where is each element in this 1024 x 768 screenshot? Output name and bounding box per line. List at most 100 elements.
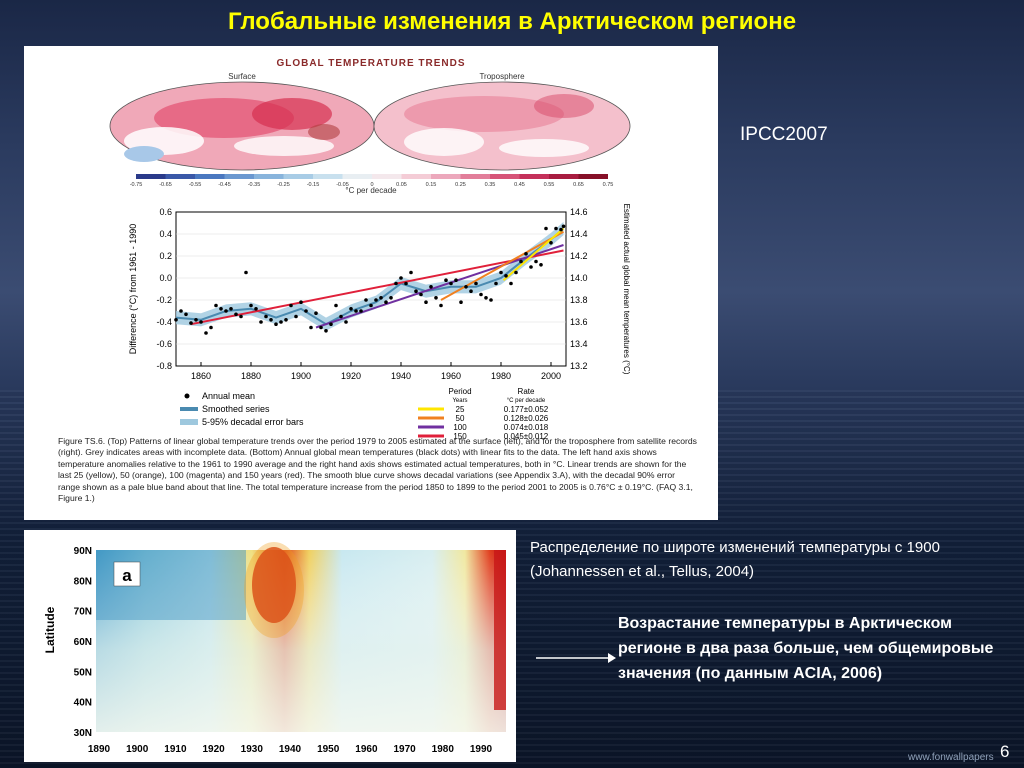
colorbar-swatch bbox=[401, 174, 431, 179]
annual-mean-point bbox=[184, 312, 188, 317]
annual-mean-point bbox=[454, 278, 458, 282]
colorbar-tick-label: -0.75 bbox=[130, 182, 143, 188]
trend-legend-rate: 0.128±0.026 bbox=[504, 414, 549, 423]
annual-mean-point bbox=[189, 321, 193, 325]
latitude-x-tick-label: 1980 bbox=[432, 744, 455, 755]
annual-mean-point bbox=[349, 307, 353, 311]
slide-title: Глобальные изменения в Арктическом регио… bbox=[227, 8, 797, 35]
annual-mean-point bbox=[414, 289, 418, 293]
x-tick-label: 1940 bbox=[391, 371, 411, 381]
annual-mean-point bbox=[224, 309, 228, 313]
colorbar-tick-label: -0.55 bbox=[189, 182, 202, 188]
annual-mean-point bbox=[469, 289, 473, 293]
arctic-warming-note: Возрастание температуры в Арктическом ре… bbox=[618, 615, 994, 682]
colorbar-tick-label: 0.55 bbox=[544, 182, 555, 188]
annual-mean-point bbox=[449, 281, 453, 286]
trend-line-100 bbox=[315, 244, 564, 329]
left-tick-label: -0.4 bbox=[156, 317, 172, 327]
annual-mean-point bbox=[419, 292, 423, 297]
annual-mean-point bbox=[409, 270, 413, 275]
legend-error-swatch bbox=[180, 419, 198, 425]
figure-heading: GLOBAL TEMPERATURE TRENDS bbox=[276, 58, 465, 69]
colorbar-tick-label: 0.75 bbox=[603, 182, 614, 188]
annual-mean-point bbox=[554, 226, 558, 231]
trend-legend-period: 25 bbox=[456, 405, 465, 414]
colorbar-swatch bbox=[490, 174, 520, 179]
annual-mean-point bbox=[379, 296, 383, 300]
annual-mean-point bbox=[294, 314, 298, 319]
legend-error-bars: 5-95% decadal error bars bbox=[202, 417, 304, 427]
annual-mean-point bbox=[289, 303, 293, 308]
annual-mean-point bbox=[444, 278, 448, 282]
latitude-x-ticks: 1890 1900 1910 1920 1930 1940 1950 1960 1970 1980… bbox=[88, 744, 493, 755]
annual-mean-point bbox=[269, 318, 273, 322]
latitude-y-tick-label: 60N bbox=[74, 637, 92, 648]
colorbar-tick-label: 0 bbox=[370, 182, 373, 188]
colorbar-swatch bbox=[519, 174, 549, 179]
colorbar-swatch bbox=[136, 174, 166, 179]
map-surface-label: Surface bbox=[228, 72, 256, 81]
trend-legend-period: 50 bbox=[456, 414, 465, 423]
colorbar-tick-label: 0.45 bbox=[514, 182, 525, 188]
annual-mean-point bbox=[244, 270, 248, 275]
left-tick-label: 0.2 bbox=[159, 251, 172, 261]
legend-rate-header: Rate bbox=[518, 387, 535, 396]
trend-legend-period: 150 bbox=[453, 432, 467, 441]
left-tick-label: -0.6 bbox=[156, 339, 172, 349]
x-tick-label: 1920 bbox=[341, 371, 361, 381]
colorbar-swatch bbox=[460, 174, 490, 179]
colorbar-tick-label: -0.45 bbox=[218, 182, 231, 188]
annual-mean-point bbox=[464, 285, 468, 289]
right-tick-label: 14.4 bbox=[570, 229, 588, 239]
annual-mean-point bbox=[359, 309, 363, 313]
colorbar-swatch bbox=[313, 174, 343, 179]
legend-smoothed: Smoothed series bbox=[202, 404, 270, 414]
right-tick-label: 14.2 bbox=[570, 251, 588, 261]
annual-mean-point bbox=[529, 265, 533, 269]
latitude-x-tick-label: 1960 bbox=[355, 744, 378, 755]
left-tick-label: -0.8 bbox=[156, 361, 172, 371]
annual-mean-point bbox=[434, 296, 438, 300]
annual-mean-point bbox=[324, 329, 328, 333]
colorbar-tick-label: 0.15 bbox=[426, 182, 437, 188]
annual-mean-point bbox=[534, 259, 538, 264]
annual-mean-point bbox=[279, 320, 283, 324]
annual-mean-point bbox=[274, 322, 278, 327]
annual-mean-point bbox=[374, 298, 378, 302]
latitude-caption: Распределение по широте изменений темпер… bbox=[530, 539, 940, 580]
legend-annual-mean: Annual mean bbox=[202, 391, 255, 401]
annual-mean-point bbox=[304, 309, 308, 313]
legend-dot-marker bbox=[184, 393, 190, 399]
right-tick-label: 14.6 bbox=[570, 207, 588, 217]
annual-mean-point bbox=[369, 303, 373, 308]
troposphere-map bbox=[373, 81, 631, 171]
annual-mean-point bbox=[429, 285, 433, 289]
trend-line-25 bbox=[502, 227, 565, 281]
annual-mean-point bbox=[254, 307, 258, 311]
colorbar-tick-label: 0.65 bbox=[573, 182, 584, 188]
legend-smoothed-swatch bbox=[180, 407, 198, 411]
trend-legend-rows: 25 0.177±0.052 50 0.128±0.026 100 0.074±0.018… bbox=[418, 405, 549, 441]
colorbar-tick-label: 0.25 bbox=[455, 182, 466, 188]
annual-mean-point bbox=[249, 303, 253, 308]
annual-mean-point bbox=[344, 320, 348, 324]
left-tick-label: -0.2 bbox=[156, 295, 172, 305]
left-tick-label: 0.0 bbox=[159, 273, 172, 283]
latitude-y-tick-label: 40N bbox=[74, 698, 92, 709]
latitude-y-tick-label: 30N bbox=[74, 728, 92, 739]
heatmap-warm-halo bbox=[244, 542, 304, 638]
x-tick-label: 1860 bbox=[191, 371, 211, 381]
annual-mean-point bbox=[334, 303, 338, 308]
annual-mean-point bbox=[314, 311, 318, 316]
legend-period-unit: Years bbox=[452, 398, 467, 404]
figure-caption: Figure TS.6. (Top) Patterns of linear gl… bbox=[58, 436, 697, 504]
annual-mean-point bbox=[439, 303, 443, 308]
annual-mean-point bbox=[264, 314, 268, 319]
trend-legend-rate: 0.045±0.012 bbox=[504, 432, 549, 441]
colorbar-swatch bbox=[165, 174, 195, 179]
colorbar-tick-label: -0.35 bbox=[248, 182, 261, 188]
annual-mean-point bbox=[479, 292, 483, 297]
annual-mean-point bbox=[499, 270, 503, 275]
colorbar-tick-label: 0.05 bbox=[396, 182, 407, 188]
ipcc-figure-svg: GLOBAL TEMPERATURE TRENDS Surface Tropos… bbox=[58, 58, 697, 504]
